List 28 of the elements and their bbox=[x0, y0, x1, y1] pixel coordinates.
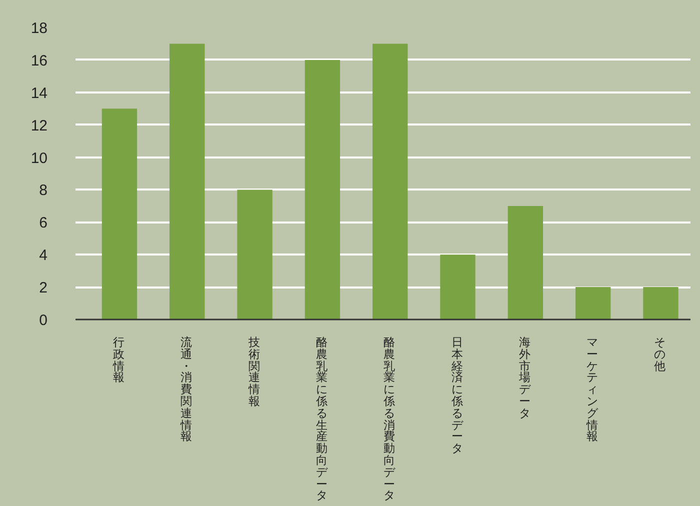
y-tick-label: 18 bbox=[30, 20, 48, 37]
bar bbox=[170, 44, 205, 320]
bar bbox=[304, 60, 340, 320]
y-tick-label: 0 bbox=[39, 312, 48, 329]
bar bbox=[440, 254, 476, 320]
category-label: 流通・消費関連情報 bbox=[180, 335, 193, 444]
category-label: マーケティング情報 bbox=[586, 335, 599, 444]
bar bbox=[237, 190, 272, 320]
category-label: 酪農乳業に係る消費動向データ bbox=[384, 335, 396, 502]
y-tick-label: 10 bbox=[30, 150, 48, 167]
bar bbox=[508, 206, 544, 320]
y-tick-label: 14 bbox=[30, 84, 48, 102]
x-tick-label: 海外市場データ bbox=[518, 335, 532, 420]
y-tick-label: 16 bbox=[30, 52, 48, 70]
category-label: 酪農乳業に係る生産動向データ bbox=[316, 335, 328, 502]
x-tick-label: その他 bbox=[653, 335, 668, 373]
x-tick-label: 行政情報 bbox=[112, 335, 126, 384]
y-tick-label: 6 bbox=[39, 214, 48, 232]
bar bbox=[643, 287, 678, 320]
x-tick-label: 技術関連情報 bbox=[247, 335, 262, 408]
category-label: 日本経済に係るデータ bbox=[451, 335, 464, 456]
bar bbox=[372, 44, 408, 320]
y-tick-label: 2 bbox=[39, 280, 48, 297]
y-tick-label: 8 bbox=[39, 182, 48, 200]
y-tick-label: 12 bbox=[30, 117, 48, 134]
y-tick-label: 4 bbox=[39, 247, 48, 264]
bar bbox=[102, 108, 138, 320]
bar bbox=[575, 287, 611, 320]
